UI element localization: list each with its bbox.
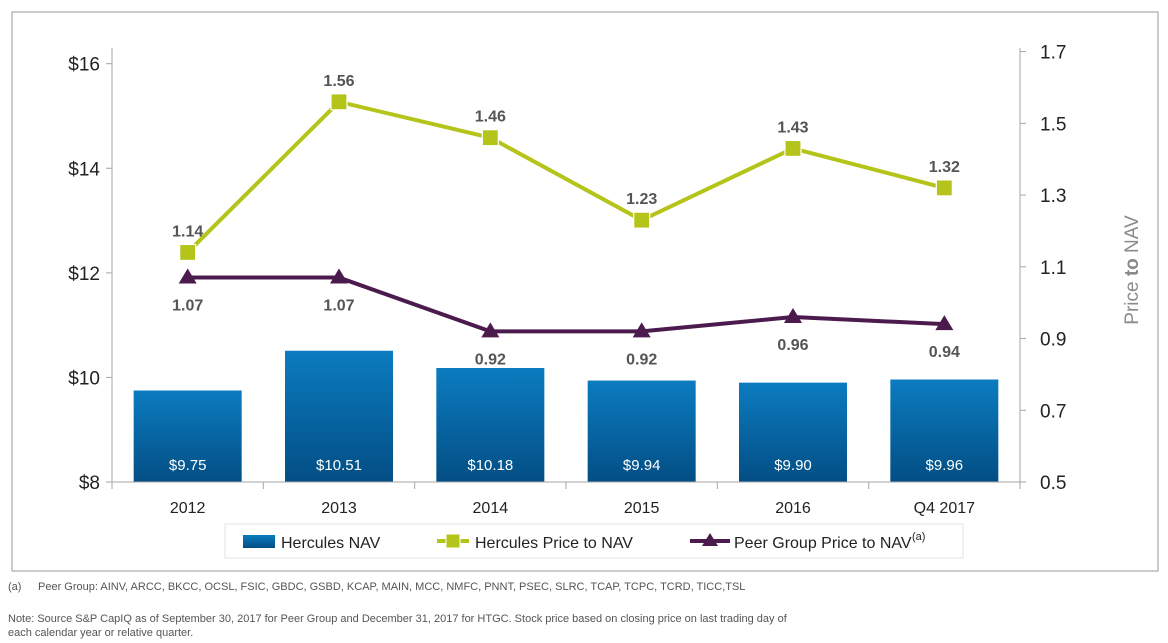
left-tick-label: $16 [68, 55, 100, 76]
peer-data-label: 0.92 [475, 351, 506, 368]
peer-point-marker [330, 268, 348, 284]
hercules-data-label: 1.46 [475, 109, 506, 126]
footnote-a-text: Peer Group: AINV, ARCC, BKCC, OCSL, FSIC… [38, 581, 746, 593]
nav-bar [739, 382, 847, 482]
hercules-data-label: 1.23 [626, 191, 657, 208]
nav-bar-label: $10.18 [467, 457, 513, 474]
peer-point-marker [784, 308, 802, 324]
hercules-point-marker [633, 211, 651, 229]
peer-point-marker [632, 322, 651, 338]
legend-label-nav: Hercules NAV [281, 535, 381, 552]
nav-bar [285, 350, 393, 482]
right-tick-label: 0.7 [1040, 401, 1066, 422]
footnote-a-tag: (a) [8, 581, 22, 593]
footnote-a: (a) Peer Group: AINV, ARCC, BKCC, OCSL, F… [8, 581, 745, 593]
price-to-nav-chart: $9.75 $10.51 $10.18 $9.94 $9.90 $9.96 $8 $10 $1… [11, 11, 1159, 572]
legend-label-peer: Peer Group Price to NAV [734, 535, 912, 552]
nav-bar-label: $9.90 [774, 457, 812, 474]
nav-bar-label: $9.96 [926, 457, 964, 474]
left-tick-label: $10 [68, 368, 100, 389]
nav-bar-label: $10.51 [316, 457, 362, 474]
left-tick-label: $14 [68, 159, 100, 180]
x-tick-label: 2015 [624, 500, 660, 517]
right-tick-label: 1.3 [1040, 186, 1066, 207]
legend-swatch-nav [243, 535, 275, 548]
right-axis-title-part: NAV [1122, 215, 1143, 258]
hercules-point-marker [935, 179, 953, 197]
hercules-point-marker [481, 129, 499, 147]
legend-label-hercules: Hercules Price to NAV [475, 535, 633, 552]
hercules-point-marker [330, 93, 348, 111]
peer-data-label: 0.96 [777, 337, 808, 354]
right-tick-label: 1.7 [1040, 43, 1066, 64]
legend-marker-peer [702, 533, 718, 546]
right-tick-label: 0.5 [1040, 473, 1066, 494]
peer-data-label: 0.92 [626, 351, 657, 368]
x-tick-label: 2013 [321, 500, 357, 517]
nav-bar-label: $9.75 [169, 457, 207, 474]
hercules-data-label: 1.56 [323, 73, 354, 90]
legend-box [224, 523, 964, 559]
x-tick-label: Q4 2017 [914, 500, 975, 517]
right-tick-label: 0.9 [1040, 330, 1066, 351]
hercules-data-label: 1.14 [172, 223, 203, 240]
peer-price-to-nav-line [187, 275, 945, 334]
hercules-data-label: 1.32 [929, 159, 960, 176]
right-tick-label: 1.5 [1040, 114, 1066, 135]
right-axis-title-part: to [1122, 258, 1143, 276]
peer-point-marker [178, 268, 197, 284]
hercules-point-marker [784, 139, 802, 158]
hercules-data-label: 1.43 [777, 119, 808, 136]
hercules-price-to-nav-line [186, 99, 945, 254]
nav-bar [587, 380, 696, 482]
peer-data-label: 1.07 [172, 298, 203, 315]
right-axis-title-part: Price [1122, 276, 1143, 325]
right-tick-label: 1.1 [1040, 258, 1066, 279]
nav-bar [133, 390, 242, 482]
x-tick-label: 2014 [473, 500, 509, 517]
left-tick-label: $12 [68, 264, 100, 285]
left-tick-label: $8 [79, 473, 100, 494]
chart-frame [11, 11, 1159, 572]
nav-bar-label: $9.94 [623, 457, 661, 474]
x-tick-label: 2012 [170, 500, 206, 517]
peer-data-label: 0.94 [929, 344, 960, 361]
nav-bar [436, 368, 545, 482]
legend-marker-hercules [445, 533, 461, 549]
nav-bar [890, 379, 999, 482]
source-note: Note: Source S&P CapIQ as of September 3… [8, 613, 787, 639]
hercules-point-marker [179, 243, 197, 262]
peer-point-marker [481, 322, 500, 338]
peer-data-label: 1.07 [323, 298, 354, 315]
x-tick-label: 2016 [775, 500, 811, 517]
right-axis-title: Price to NAV [1122, 215, 1143, 325]
legend-label-peer-sup: (a) [912, 531, 925, 543]
peer-point-marker [935, 315, 954, 331]
